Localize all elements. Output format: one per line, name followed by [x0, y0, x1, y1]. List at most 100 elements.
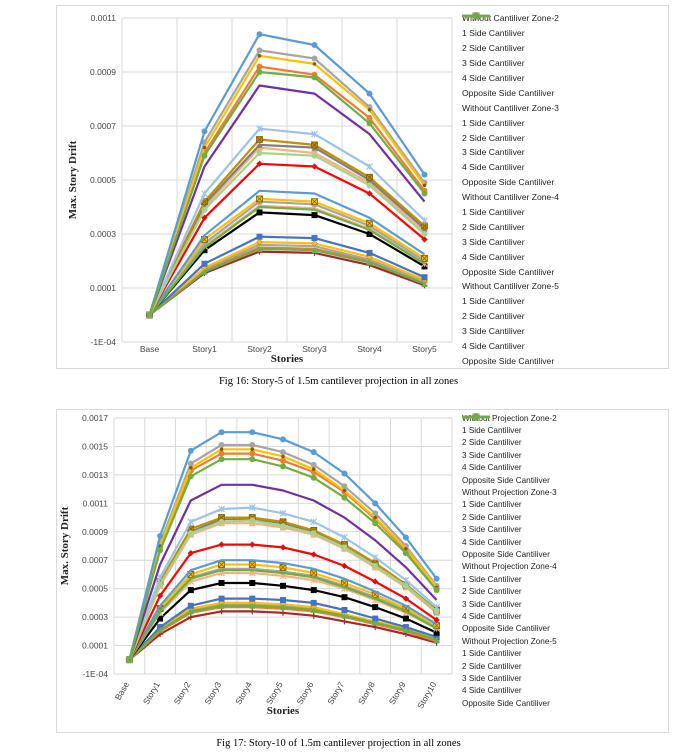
data-point [433, 575, 440, 582]
data-point [256, 47, 263, 54]
line-chart-story5: 0.0011 0.0009 0.0007 0.0005 0.0003 0.0001 -1E-… [67, 13, 453, 365]
legend-item: 4 Side Cantiliver [462, 13, 559, 354]
data-point [372, 615, 379, 622]
legend-item: Without Cantiliver Zone-4 [462, 12, 559, 205]
data-point [187, 473, 194, 480]
series-line [148, 33, 426, 316]
x-axis-title: Stories [271, 353, 304, 365]
y-axis-title: Max. Story Drift [59, 506, 71, 585]
legend-item: Opposite Side Cantiliver [462, 414, 557, 635]
data-point [280, 597, 286, 604]
data-point [311, 42, 318, 48]
legend-item: Opposite Side Cantiliver [462, 414, 557, 709]
data-series [126, 456, 440, 663]
data-point [218, 595, 225, 602]
data-point [366, 173, 373, 181]
data-point [421, 171, 428, 178]
legend-label: 2 Side Cantiliver [462, 132, 525, 143]
data-point [157, 626, 164, 633]
data-point [372, 520, 379, 527]
x-tick-label: Base [113, 680, 131, 702]
data-point [341, 534, 348, 541]
data-point [218, 456, 225, 463]
data-series [148, 189, 426, 316]
y-tick-label: 0.0007 [82, 555, 108, 565]
legend-item: 3 Side Cantiliver [462, 12, 559, 249]
legend-label: Without Cantiliver Zone-2 [462, 13, 559, 24]
data-point [187, 602, 194, 609]
data-point [372, 500, 379, 507]
data-point [373, 515, 377, 520]
y-tick-label: 0.0007 [90, 121, 116, 131]
legend-label: Opposite Side Cantiliver [462, 624, 550, 634]
data-series [126, 429, 440, 663]
data-series [128, 559, 438, 661]
figure-17: 0.0017 0.0015 0.0013 0.0011 0.0009 0.0007 0.00… [0, 404, 677, 756]
data-point [201, 268, 208, 275]
data-point [402, 576, 410, 584]
x-tick-label: Story5 [264, 680, 285, 707]
data-point [146, 312, 153, 318]
data-point [249, 608, 256, 615]
legend-label: 2 Side Cantiliver [462, 661, 522, 671]
y-tick-label: 0.0011 [91, 13, 117, 23]
data-point [421, 280, 428, 287]
figure-16: 0.0011 0.0009 0.0007 0.0005 0.0003 0.0001 -1E-… [56, 5, 669, 387]
legend-label: 1 Side Cantiliver [462, 500, 522, 510]
data-point [249, 442, 256, 449]
legend-label: 2 Side Cantiliver [462, 438, 522, 448]
legend-label: 2 Side Cantiliver [462, 311, 525, 322]
legend-label: 1 Side Cantiliver [462, 296, 525, 307]
x-tick-label: Story3 [202, 680, 223, 707]
data-point [311, 212, 318, 219]
y-tick-label: 0.0015 [82, 441, 108, 451]
data-point [366, 231, 373, 237]
data-point [187, 614, 194, 621]
data-point [279, 518, 287, 526]
data-point [256, 209, 263, 216]
data-point [248, 561, 256, 568]
data-point [341, 618, 348, 625]
legend-item: Without Cantiliver Zone-3 [462, 13, 559, 115]
legend-item: 1 Side Cantiliver [462, 13, 559, 309]
x-tick-label: Base [140, 344, 160, 354]
legend-item: Opposite Side Cantiliver [462, 14, 559, 190]
legend-item: 4 Side Cantiliver [462, 14, 559, 175]
series-line [148, 127, 426, 316]
data-point [310, 599, 317, 606]
data-series [126, 602, 440, 663]
legend-item: 4 Side Cantiliver [462, 413, 557, 622]
data-point [372, 510, 379, 517]
x-axis-title: Stories [267, 705, 300, 717]
x-tick-label: Story7 [325, 680, 346, 707]
data-point [421, 274, 428, 281]
legend-label: 3 Side Cantiliver [462, 525, 522, 535]
data-point [311, 235, 318, 242]
data-point [156, 592, 164, 600]
data-point [201, 206, 208, 213]
legend-label: Without Cantiliver Zone-5 [462, 281, 559, 292]
data-point [256, 125, 263, 133]
data-point [433, 587, 440, 594]
legend-item: Opposite Side Cantiliver [462, 13, 559, 279]
data-point [201, 247, 208, 254]
line-chart-story10: 0.0017 0.0015 0.0013 0.0011 0.0009 0.0007 0.00… [59, 413, 453, 717]
data-point [257, 54, 262, 58]
series-line [128, 569, 438, 661]
y-tick-label: 0.0001 [90, 283, 116, 293]
data-point [421, 236, 428, 243]
legend-label: 2 Side Cantiliver [462, 512, 522, 522]
legend-label: Without Projection Zone-4 [462, 562, 557, 572]
data-point [249, 517, 256, 524]
legend-label: 3 Side Cantiliver [462, 673, 522, 683]
data-point [201, 214, 208, 222]
data-point [157, 581, 164, 588]
legend-item: 1 Side Cantiliver [462, 415, 557, 436]
data-point [421, 217, 428, 224]
data-point [202, 145, 207, 150]
series-line [148, 162, 426, 316]
data-point [280, 463, 286, 470]
data-point [187, 549, 195, 557]
data-point [218, 442, 225, 449]
legend-item: 2 Side Cantiliver [462, 414, 557, 672]
